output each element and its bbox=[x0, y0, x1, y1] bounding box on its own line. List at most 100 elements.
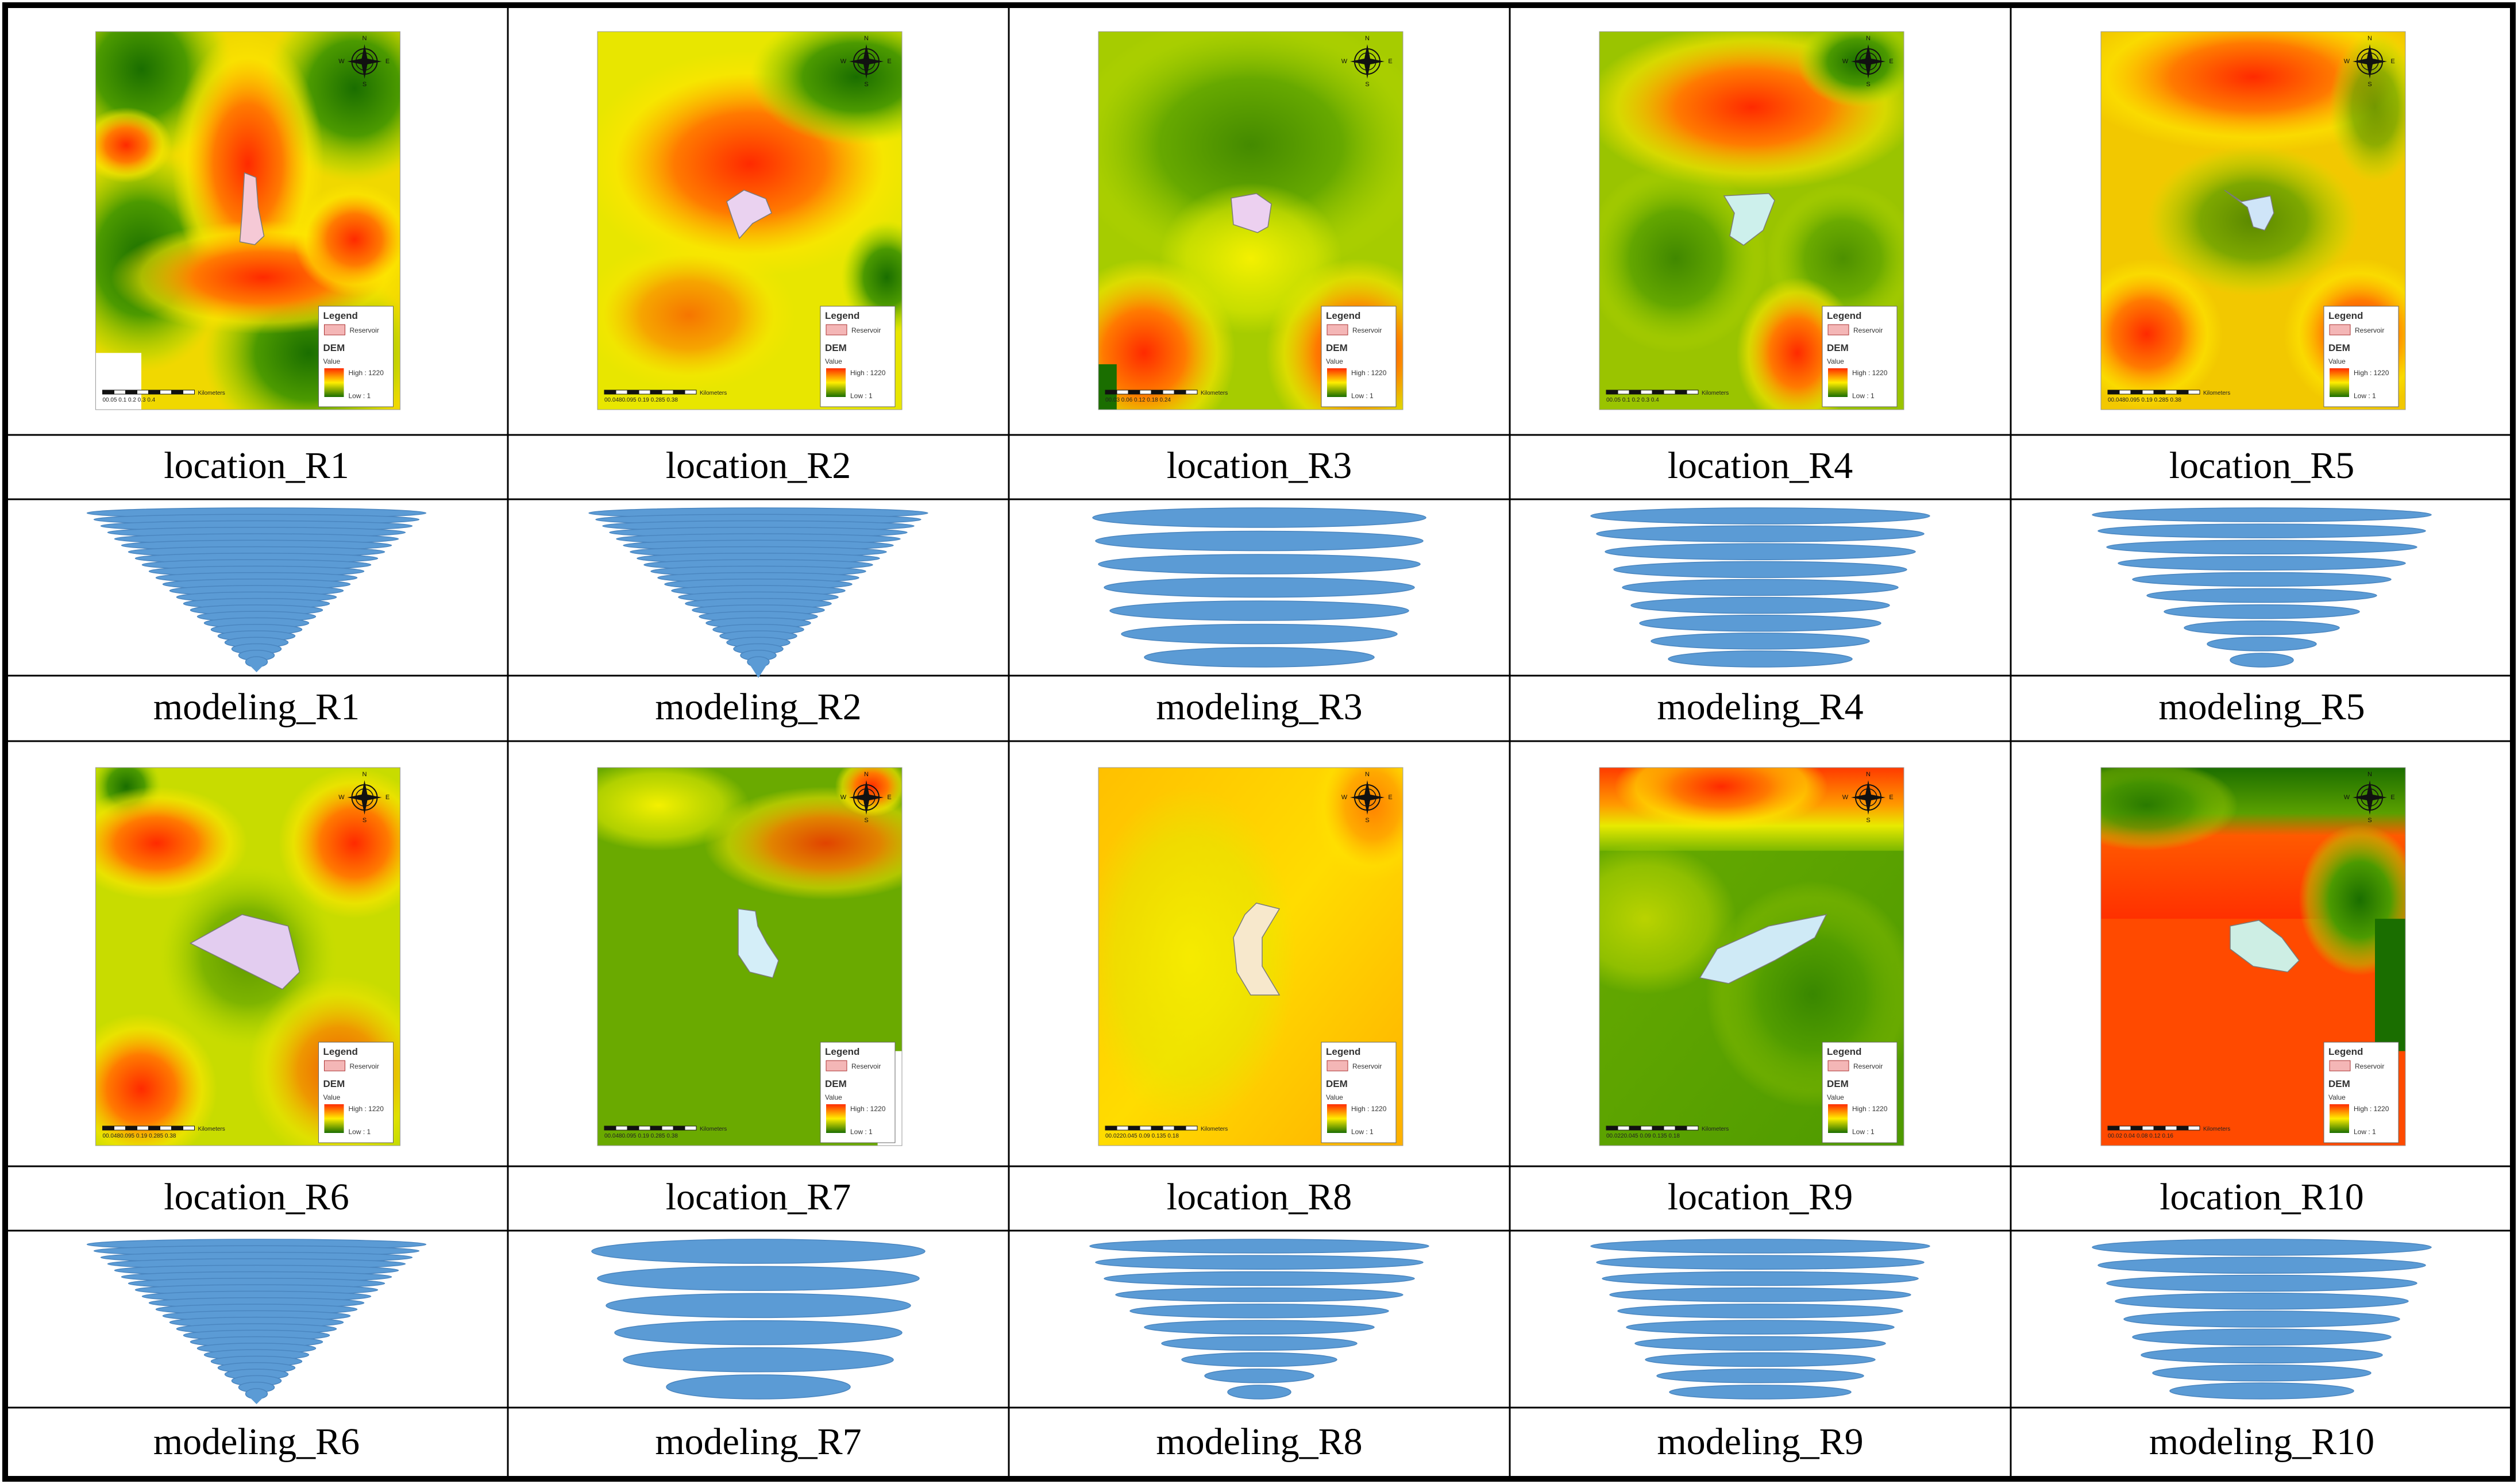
compass-s-label: S bbox=[2367, 817, 2372, 824]
compass-w-label: W bbox=[1341, 794, 1348, 801]
model-layer-ellipse bbox=[2230, 653, 2294, 668]
model-layer-ellipse bbox=[623, 1347, 894, 1373]
model-layer-ellipse bbox=[2092, 1239, 2432, 1256]
location-map: N S E W Legend Reservoir DEM Value High : 1220 Lo… bbox=[2100, 31, 2406, 410]
legend-low-label: Low : 1 bbox=[2354, 1128, 2376, 1136]
model-layer-ellipse bbox=[1596, 1255, 1925, 1270]
model-layer-ellipse bbox=[1121, 623, 1398, 645]
legend-reservoir-label: Reservoir bbox=[1352, 1062, 1382, 1070]
compass-e-label: E bbox=[385, 58, 390, 65]
scale-bar: 00.03 0.06 0.12 0.18 0.24 Kilometers bbox=[1105, 390, 1228, 403]
legend-high-label: High : 1220 bbox=[1852, 369, 1888, 377]
legend-dem-label: DEM bbox=[323, 342, 345, 353]
legend-dem-label: DEM bbox=[1827, 1078, 1849, 1089]
reservoir-polygon bbox=[189, 914, 300, 990]
compass-s-label: S bbox=[1866, 817, 1870, 824]
model-layer-ellipse bbox=[2132, 1328, 2392, 1346]
model-layer-ellipse bbox=[606, 1293, 911, 1319]
location-map: N S E W Legend Reservoir DEM Value High : 1220 Lo… bbox=[95, 31, 400, 410]
compass-w-label: W bbox=[2344, 58, 2350, 65]
compass-e-label: E bbox=[1889, 794, 1893, 801]
legend-title: Legend bbox=[1326, 310, 1360, 321]
scale-bar-unit: Kilometers bbox=[1201, 390, 1228, 396]
modeling-label: modeling_R9 bbox=[1657, 1421, 1863, 1463]
scale-bar-ticks: 00.03 0.06 0.12 0.18 0.24 bbox=[1105, 397, 1171, 403]
compass-rose-icon: N S E W bbox=[2344, 771, 2395, 824]
location-map: N S E W Legend Reservoir DEM Value High : 1220 Lo… bbox=[95, 767, 400, 1146]
compass-e-label: E bbox=[385, 794, 390, 801]
legend-value-label: Value bbox=[323, 357, 341, 365]
legend-value-label: Value bbox=[825, 357, 842, 365]
legend-low-label: Low : 1 bbox=[1852, 1128, 1875, 1136]
compass-w-label: W bbox=[1842, 58, 1849, 65]
compass-e-label: E bbox=[887, 794, 891, 801]
legend-high-label: High : 1220 bbox=[1351, 369, 1387, 377]
model-layer-ellipse bbox=[2097, 1256, 2426, 1274]
location-label: location_R3 bbox=[1167, 445, 1352, 487]
location-label: location_R5 bbox=[2169, 445, 2355, 487]
model-layer-ellipse bbox=[1109, 600, 1409, 621]
compass-rose-icon: N S E W bbox=[1842, 35, 1894, 88]
model-layer-ellipse bbox=[1605, 543, 1916, 560]
modeling-label: modeling_R4 bbox=[1657, 686, 1863, 728]
modeling-shape bbox=[588, 507, 928, 678]
model-layer-ellipse bbox=[1639, 615, 1881, 632]
legend-low-label: Low : 1 bbox=[349, 1128, 371, 1136]
model-layer-ellipse bbox=[1634, 1336, 1886, 1351]
scale-bar-ticks: 00.05 0.1 0.2 0.3 0.4 bbox=[1606, 397, 1659, 403]
legend-title: Legend bbox=[1326, 1046, 1360, 1057]
map-legend: Legend Reservoir DEM Value High : 1220 Low : … bbox=[1321, 1042, 1397, 1143]
model-layer-ellipse bbox=[1095, 1255, 1424, 1270]
map-legend: Legend Reservoir DEM Value High : 1220 Low : … bbox=[2323, 306, 2399, 407]
legend-title: Legend bbox=[2328, 1046, 2363, 1057]
compass-w-label: W bbox=[338, 794, 345, 801]
model-layer-ellipse bbox=[1602, 1271, 1919, 1286]
reservoir-polygon bbox=[1233, 903, 1281, 996]
compass-rose-icon: N S E W bbox=[840, 35, 892, 88]
location-label: location_R2 bbox=[666, 445, 851, 487]
model-layer-ellipse bbox=[1613, 561, 1907, 579]
compass-e-label: E bbox=[1388, 58, 1392, 65]
reservoir-polygon bbox=[1723, 193, 1775, 246]
scale-bar: 00.0480.095 0.19 0.285 0.38 Kilometers bbox=[604, 390, 727, 403]
modeling-cells bbox=[86, 507, 2432, 1404]
location-map: N S E W Legend Reservoir DEM Value High : 1220 Lo… bbox=[597, 31, 903, 410]
modeling-shape bbox=[1092, 507, 1426, 668]
modeling-label: modeling_R7 bbox=[655, 1421, 861, 1463]
scale-bar: 00.05 0.1 0.2 0.3 0.4 Kilometers bbox=[1606, 390, 1729, 403]
model-layer-ellipse bbox=[1590, 1239, 1930, 1254]
legend-value-label: Value bbox=[323, 1093, 341, 1101]
scale-bar-unit: Kilometers bbox=[2203, 1126, 2230, 1132]
model-layer-ellipse bbox=[1596, 525, 1925, 542]
compass-rose-icon: N S E W bbox=[338, 35, 390, 88]
reservoir-polygon bbox=[726, 189, 772, 240]
legend-value-label: Value bbox=[2328, 1093, 2346, 1101]
legend-high-label: High : 1220 bbox=[1852, 1105, 1888, 1113]
scale-bar-unit: Kilometers bbox=[198, 1126, 225, 1132]
compass-n-label: N bbox=[1866, 35, 1871, 42]
model-layer-ellipse bbox=[1098, 554, 1421, 575]
compass-e-label: E bbox=[887, 58, 891, 65]
scale-bar-unit: Kilometers bbox=[198, 390, 225, 396]
dem-terrain bbox=[1599, 32, 1904, 410]
modeling-shape bbox=[1590, 507, 1930, 668]
legend-dem-label: DEM bbox=[323, 1078, 345, 1089]
scale-bar-ticks: 00.02 0.04 0.08 0.12 0.16 bbox=[2108, 1133, 2173, 1139]
map-legend: Legend Reservoir DEM Value High : 1220 Low : … bbox=[318, 1042, 394, 1143]
legend-reservoir-label: Reservoir bbox=[2355, 1062, 2384, 1070]
compass-s-label: S bbox=[864, 817, 868, 824]
legend-title: Legend bbox=[323, 310, 358, 321]
map-legend: Legend Reservoir DEM Value High : 1220 Low : … bbox=[1321, 306, 1397, 407]
legend-dem-label: DEM bbox=[2328, 1078, 2350, 1089]
legend-low-label: Low : 1 bbox=[850, 1128, 873, 1136]
compass-s-label: S bbox=[363, 81, 367, 88]
model-layer-ellipse bbox=[2141, 1346, 2383, 1364]
model-layer-ellipse bbox=[1144, 1320, 1375, 1335]
model-layer-ellipse bbox=[1622, 579, 1899, 596]
legend-reservoir-label: Reservoir bbox=[2355, 326, 2384, 334]
location-map: N S E W Legend Reservoir DEM Value High : 1220 Lo… bbox=[2100, 767, 2406, 1146]
legend-value-label: Value bbox=[1326, 357, 1343, 365]
compass-n-label: N bbox=[363, 35, 367, 42]
reservoir-polygon bbox=[738, 908, 779, 978]
